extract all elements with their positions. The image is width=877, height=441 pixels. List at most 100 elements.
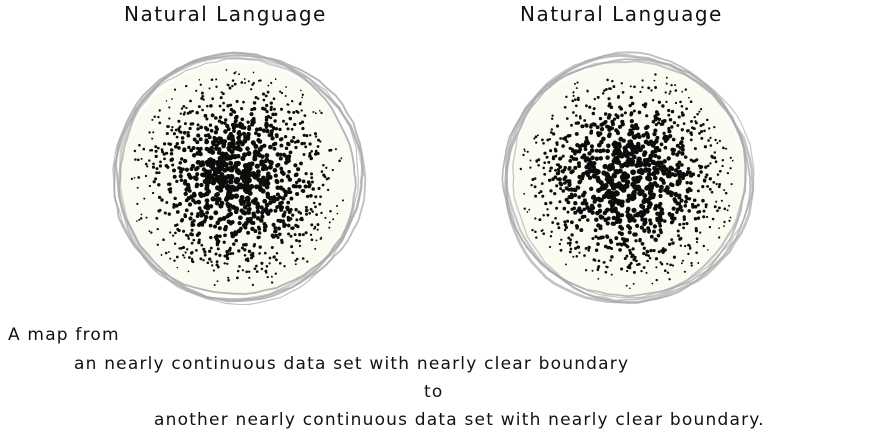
right-cloud-dot bbox=[673, 199, 678, 204]
left-cloud-dot bbox=[256, 225, 261, 230]
left-cloud-dot bbox=[305, 194, 310, 199]
left-cloud-dot bbox=[250, 140, 256, 145]
right-cloud-dot bbox=[592, 199, 597, 204]
right-cloud-dot bbox=[683, 204, 688, 208]
left-cloud-dot bbox=[208, 249, 212, 253]
right-cloud-dot bbox=[631, 207, 637, 213]
left-cloud-dot bbox=[290, 245, 294, 249]
right-cloud-dot bbox=[610, 255, 614, 259]
left-cloud-dot bbox=[256, 235, 261, 240]
right-cloud-dot bbox=[598, 148, 603, 154]
left-cloud-dot bbox=[251, 83, 254, 86]
left-cloud-dot bbox=[308, 142, 312, 146]
left-cloud-dot bbox=[284, 95, 287, 97]
left-cloud-dot bbox=[283, 265, 286, 268]
left-cloud-dot bbox=[246, 230, 251, 235]
right-cloud-dot bbox=[652, 175, 658, 181]
left-cloud-dot bbox=[233, 230, 238, 235]
right-cloud-dot bbox=[619, 106, 624, 111]
left-cloud-dot bbox=[197, 206, 202, 211]
right-cloud-dot bbox=[656, 233, 661, 238]
left-cloud-dot bbox=[200, 162, 206, 167]
right-cloud-dot bbox=[648, 218, 653, 223]
right-cloud-dot bbox=[592, 107, 596, 111]
left-cloud-dot bbox=[199, 209, 204, 214]
left-cloud-dot bbox=[231, 84, 234, 88]
left-cloud-dot bbox=[186, 131, 190, 134]
left-cloud-dot bbox=[251, 220, 256, 226]
right-cloud-dot bbox=[589, 148, 595, 153]
right-cloud-dot bbox=[661, 180, 666, 185]
right-cloud-dot bbox=[675, 143, 680, 148]
left-cloud-dot bbox=[168, 189, 173, 194]
right-cloud-dot bbox=[606, 124, 611, 129]
left-cloud-dot bbox=[258, 252, 261, 255]
right-cloud-dot bbox=[575, 255, 578, 258]
right-cloud-dot bbox=[570, 233, 574, 237]
left-cloud-dot bbox=[167, 142, 171, 146]
right-cloud-dot bbox=[583, 201, 589, 206]
right-cloud-dot bbox=[638, 160, 644, 167]
left-cloud-dot bbox=[251, 283, 255, 287]
right-cloud-dot bbox=[560, 238, 563, 241]
left-cloud-dot bbox=[208, 87, 211, 90]
right-cloud-dot bbox=[587, 245, 591, 250]
left-cloud-dot bbox=[182, 158, 188, 164]
right-cloud-dot bbox=[575, 185, 580, 190]
left-cloud-dot bbox=[272, 127, 276, 131]
right-cloud-dot bbox=[671, 151, 676, 156]
right-cloud-dot bbox=[523, 150, 526, 152]
right-cloud-dot bbox=[721, 159, 724, 162]
left-cloud-dot bbox=[286, 190, 290, 195]
left-cloud-dot bbox=[222, 240, 226, 244]
left-cloud-dot bbox=[273, 226, 278, 231]
right-cloud-dot bbox=[534, 194, 538, 198]
right-cloud-dot bbox=[722, 146, 725, 149]
right-cloud-dot bbox=[533, 185, 537, 189]
left-cloud-dot bbox=[283, 193, 288, 198]
right-cloud-dot bbox=[535, 236, 538, 239]
right-cloud-dot bbox=[566, 242, 570, 245]
right-cloud-dot bbox=[612, 85, 616, 89]
left-cloud-dot bbox=[216, 280, 219, 283]
right-cloud-dot bbox=[679, 198, 684, 203]
right-cloud-dot bbox=[563, 105, 567, 109]
right-cloud-dot bbox=[716, 209, 719, 213]
left-cloud-dot bbox=[301, 257, 305, 260]
right-cloud-dot bbox=[675, 207, 681, 212]
right-cloud-dot bbox=[646, 162, 652, 168]
left-cloud-dot bbox=[273, 173, 278, 178]
left-cloud-dot bbox=[227, 141, 233, 147]
right-cloud-dot bbox=[681, 259, 685, 262]
left-cloud-dot bbox=[293, 173, 298, 178]
left-cloud-dot bbox=[152, 162, 155, 166]
right-cloud-dot bbox=[620, 267, 624, 271]
right-cloud-dot bbox=[546, 208, 549, 211]
right-cloud-dot bbox=[555, 184, 559, 188]
left-cloud-dot bbox=[275, 185, 280, 190]
right-cloud-dot bbox=[613, 150, 619, 156]
right-cloud-dot bbox=[724, 191, 728, 195]
right-cloud-dot bbox=[631, 189, 637, 195]
left-cloud-dot bbox=[288, 116, 293, 121]
left-cloud-dot bbox=[252, 174, 259, 180]
left-cloud-dot bbox=[295, 218, 299, 222]
right-cloud-dot bbox=[624, 237, 630, 243]
left-cloud-dot bbox=[196, 127, 200, 131]
left-cloud-dot bbox=[271, 112, 275, 117]
left-cloud-dot bbox=[226, 203, 232, 209]
left-cloud-dot bbox=[212, 269, 216, 272]
left-cloud-dot bbox=[216, 166, 222, 172]
left-cloud-dot bbox=[133, 149, 137, 153]
left-cloud-dot bbox=[198, 146, 203, 151]
left-cloud-dot bbox=[274, 233, 279, 238]
left-cloud-dot bbox=[167, 250, 170, 253]
right-cloud-dot bbox=[702, 244, 706, 248]
left-cloud-dot bbox=[329, 210, 332, 213]
right-cloud-dot bbox=[696, 203, 700, 207]
right-cloud-dot bbox=[659, 210, 665, 216]
left-cloud-dot bbox=[259, 159, 265, 165]
right-cloud-dot bbox=[642, 162, 648, 168]
right-cloud-dot bbox=[565, 263, 567, 266]
right-cloud-dot bbox=[564, 135, 568, 139]
